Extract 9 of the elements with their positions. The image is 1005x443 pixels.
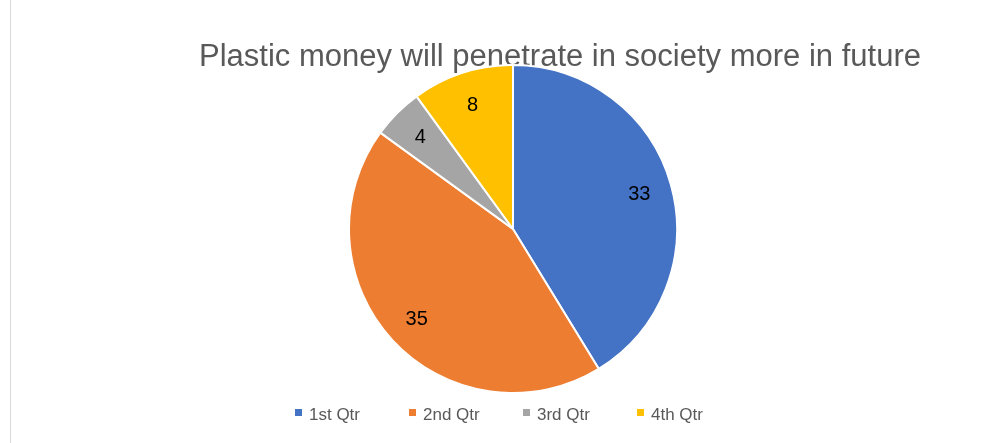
legend-label: 2nd Qtr [423, 404, 481, 424]
data-label: 4 [414, 125, 426, 148]
legend-label: 4th Qtr [651, 404, 704, 424]
legend-label: 1st Qtr [309, 404, 361, 424]
chart-title: Plastic money will penetrate in society more in future [199, 38, 921, 73]
data-label: 8 [466, 93, 479, 116]
data-label: 35 [405, 307, 428, 330]
legend-label: 3rd Qtr [537, 404, 591, 424]
data-label: 33 [628, 182, 651, 205]
